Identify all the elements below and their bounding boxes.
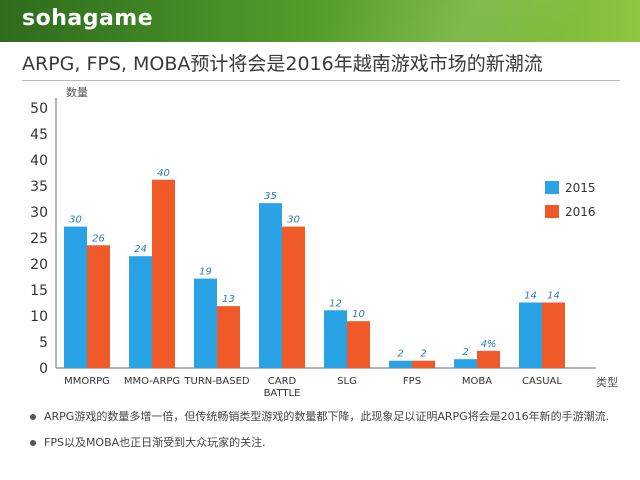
y-tick-label: 0: [39, 361, 48, 377]
bar-2016: [217, 306, 240, 368]
data-label: 24: [134, 244, 147, 255]
x-axis-label: 类型: [596, 375, 618, 389]
x-tick-label: CARD: [268, 376, 297, 387]
legend-label: 2015: [565, 181, 596, 195]
x-tick-label: MMO-ARPG: [124, 376, 180, 387]
legend-swatch-2016: [545, 205, 559, 218]
data-label: 26: [92, 233, 105, 244]
bar-2016: [542, 302, 565, 368]
data-label: 30: [287, 215, 300, 226]
x-tick-label: TURN-BASED: [183, 376, 249, 387]
data-label: 2: [397, 349, 403, 360]
title-divider: [22, 80, 620, 81]
data-label: 35: [264, 191, 277, 202]
legend-label: 2016: [565, 205, 596, 219]
bar-2016: [347, 321, 370, 368]
bar-2015: [324, 310, 347, 368]
bar-2015: [129, 256, 152, 368]
bar-2016: [282, 226, 305, 368]
bar-2015: [389, 360, 412, 368]
y-tick-label: 45: [30, 127, 48, 143]
note-item: FPS以及MOBA也正日渐受到大众玩家的关注.: [30, 435, 616, 451]
y-tick-label: 10: [30, 309, 48, 325]
data-label: 13: [222, 294, 235, 305]
sohagame-logo: sohagame: [22, 6, 154, 31]
y-axis-label: 数量: [66, 86, 88, 99]
data-label: 14: [524, 290, 537, 301]
x-tick-label: SLG: [337, 376, 357, 387]
y-tick-label: 30: [30, 205, 48, 221]
x-tick-label: MOBA: [462, 376, 492, 387]
y-tick-label: 5: [39, 335, 48, 351]
page-title: ARPG, FPS, MOBA预计将会是2016年越南游戏市场的新潮流: [22, 53, 543, 75]
bar-2015: [194, 278, 217, 368]
data-label: 30: [69, 215, 82, 226]
bar-2015: [64, 226, 87, 368]
y-tick-label: 25: [30, 231, 48, 247]
bar-2015: [259, 203, 282, 368]
header-band: sohagame: [0, 0, 640, 42]
data-label: 14: [547, 290, 560, 301]
y-tick-label: 35: [30, 179, 48, 195]
data-label: 10: [352, 309, 365, 320]
x-tick-label: MMORPG: [64, 376, 110, 387]
y-tick-label: 50: [30, 101, 48, 117]
data-label: 2: [420, 349, 426, 360]
data-label: 4%: [481, 339, 497, 350]
y-tick-label: 20: [30, 257, 48, 273]
notes: ARPG游戏的数量多增一倍，但传统畅销类型游戏的数量都下降，此现象足以证明ARP…: [30, 409, 616, 461]
bar-2015: [519, 302, 542, 368]
x-tick-label: CASUAL: [522, 376, 562, 387]
x-tick-label: BATTLE: [264, 388, 301, 399]
data-label: 40: [157, 168, 170, 179]
bar-2015: [454, 359, 477, 368]
data-label: 2: [462, 347, 468, 358]
data-label: 19: [199, 267, 212, 278]
data-label: 12: [329, 298, 342, 309]
y-tick-label: 15: [30, 283, 48, 299]
bar-2016: [87, 245, 110, 368]
bar-2016: [412, 360, 435, 368]
y-tick-label: 40: [30, 153, 48, 169]
bar-2016: [152, 179, 175, 368]
bar-2016: [477, 350, 500, 368]
note-item: ARPG游戏的数量多增一倍，但传统畅销类型游戏的数量都下降，此现象足以证明ARP…: [30, 409, 616, 425]
x-tick-label: FPS: [403, 376, 421, 387]
legend-swatch-2015: [545, 181, 559, 194]
